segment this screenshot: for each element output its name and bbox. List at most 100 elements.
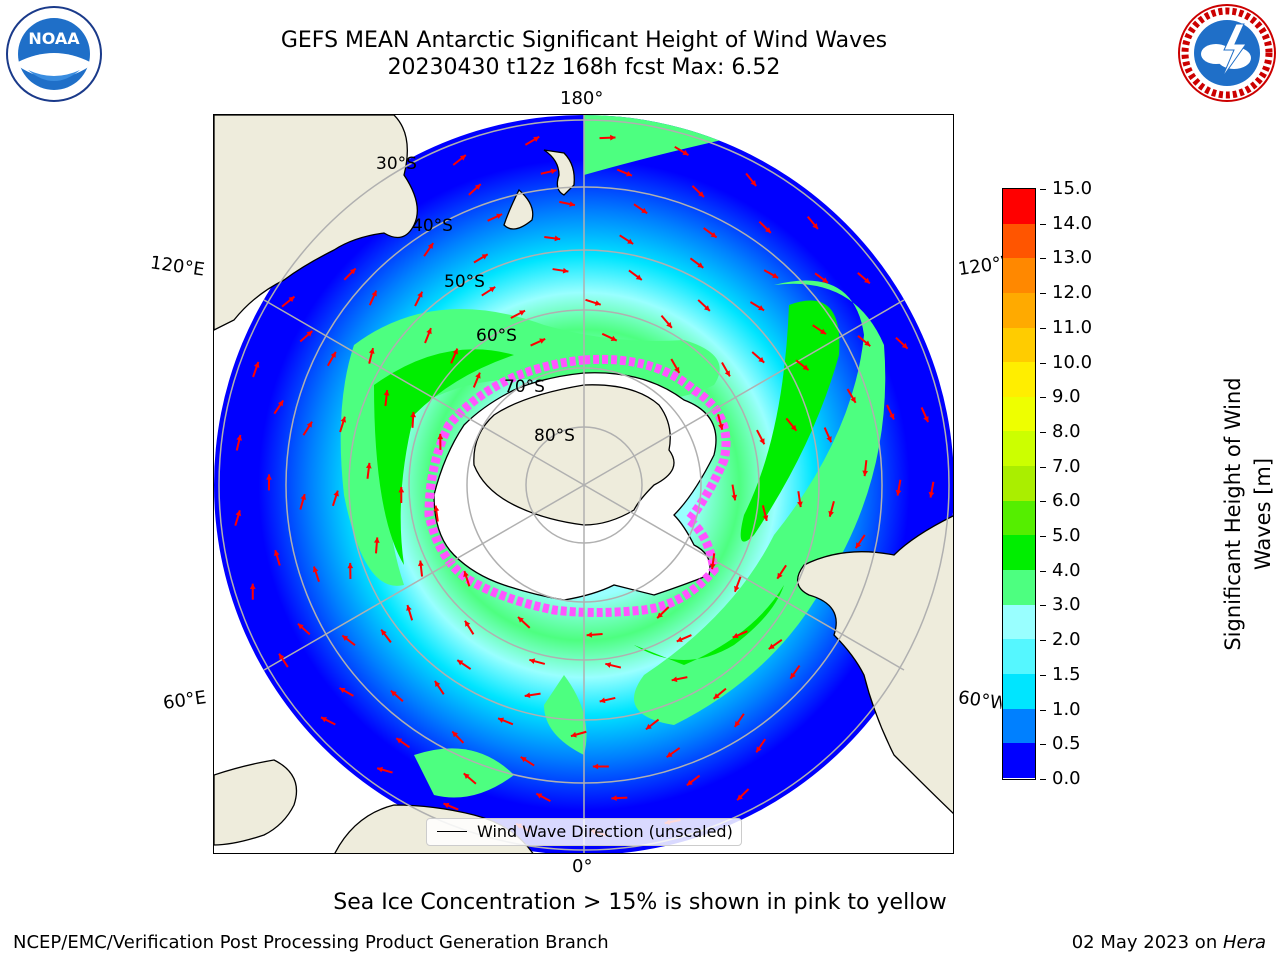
- wave-direction-arrowhead: [410, 411, 417, 418]
- wave-direction-arrowhead: [671, 676, 678, 683]
- colorbar-tick-label: 1.5: [1052, 663, 1081, 685]
- wave-direction-arrowhead: [452, 731, 458, 738]
- wave-direction-arrowhead: [312, 566, 319, 573]
- wave-direction-arrowhead: [666, 751, 673, 758]
- wave-direction-arrowhead: [396, 738, 403, 744]
- wave-direction-arrowhead: [828, 510, 834, 517]
- wave-direction-arrowhead: [750, 180, 757, 187]
- chart-title-line1: GEFS MEAN Antarctic Significant Height o…: [280, 28, 888, 53]
- wave-direction-arrowhead: [518, 616, 524, 623]
- wind-wave-arrows: [234, 134, 935, 837]
- wave-direction-arrowhead: [686, 779, 693, 786]
- wave-direction-arrowhead: [889, 413, 895, 420]
- wave-direction-arrowhead: [520, 756, 527, 763]
- colorbar-tick-label: 12.0: [1052, 282, 1093, 304]
- wave-direction-arrowhead: [864, 340, 871, 347]
- wave-direction-arrowhead: [772, 272, 779, 278]
- lat-label-60: 60°S: [476, 326, 517, 346]
- colorbar-segment: [1003, 570, 1035, 605]
- colorbar-tick: [1040, 536, 1046, 538]
- wave-direction-arrowhead: [641, 207, 648, 214]
- wave-direction-arrowhead: [463, 571, 469, 578]
- wave-direction-arrowhead: [599, 697, 606, 704]
- wave-direction-arrowhead: [731, 494, 738, 501]
- legend-line-icon: [437, 831, 467, 832]
- lat-labels: 30°S 40°S 50°S 60°S 70°S 80°S: [376, 154, 575, 446]
- colorbar-tick: [1040, 744, 1046, 746]
- wave-direction-arrowhead: [666, 321, 672, 328]
- wave-direction-arrowhead: [383, 390, 390, 396]
- wave-direction-arrowhead: [802, 364, 809, 371]
- lat-label-70: 70°S: [504, 377, 545, 397]
- wave-direction-arrowhead: [235, 510, 242, 517]
- colorbar-segment: [1003, 535, 1035, 571]
- wave-direction-arrowhead: [340, 416, 347, 423]
- colorbar-tick-label: 13.0: [1052, 247, 1093, 269]
- wave-direction-arrowhead: [710, 232, 717, 238]
- footer-date-text: 02 May 2023 on: [1071, 932, 1223, 953]
- wave-direction-arrowhead: [737, 794, 743, 801]
- colorbar-tick-label: 10.0: [1052, 351, 1093, 373]
- wave-direction-arrowhead: [288, 296, 295, 303]
- colorbar-tick: [1040, 327, 1046, 329]
- wave-direction-arrowhead: [475, 372, 481, 379]
- wave-direction-arrowhead: [536, 793, 543, 799]
- wave-direction-arrowhead: [611, 795, 617, 802]
- colorbar-segment: [1003, 604, 1035, 640]
- wave-direction-arrowhead: [554, 235, 561, 242]
- noaa-logo-text: NOAA: [28, 29, 80, 48]
- wave-direction-arrowhead: [529, 658, 536, 664]
- wave-direction-arrowhead: [610, 335, 617, 341]
- wave-direction-arrowhead: [306, 421, 313, 428]
- colorbar-segment: [1003, 639, 1035, 674]
- wave-direction-arrowhead: [718, 423, 724, 430]
- wave-direction-arrowhead: [474, 184, 481, 190]
- footer-date: 02 May 2023 on Hera: [1072, 932, 1266, 953]
- wave-direction-arrowhead: [373, 537, 380, 543]
- colorbar-segment: [1003, 708, 1035, 744]
- wave-direction-arrowhead: [481, 254, 488, 260]
- wave-direction-arrowhead: [855, 542, 862, 549]
- footer-host: Hera: [1222, 932, 1266, 953]
- wave-direction-arrowhead: [605, 662, 612, 668]
- wave-direction-arrowhead: [895, 489, 902, 496]
- wave-direction-arrowhead: [406, 605, 412, 611]
- colorbar-tick-label: 2.0: [1052, 629, 1081, 651]
- wave-direction-arrowhead: [826, 436, 832, 443]
- wave-direction-arrowhead: [459, 155, 466, 161]
- wave-direction-arrowhead: [586, 631, 593, 638]
- colorbar-title-line1: Significant Height of Wind: [1221, 377, 1245, 651]
- lon-label-120e: 120°E: [148, 252, 206, 281]
- colorbar-segment: [1003, 223, 1035, 259]
- wave-direction-arrowhead: [759, 438, 765, 445]
- colorbar-tick: [1040, 397, 1046, 399]
- colorbar-tick-label: 5.0: [1052, 525, 1081, 547]
- wave-direction-arrowhead: [418, 560, 424, 567]
- wave-direction-arrowhead: [676, 636, 683, 642]
- wave-direction-arrowhead: [765, 227, 771, 233]
- wave-direction-arrowhead: [713, 693, 720, 699]
- wave-direction-arrowhead: [928, 491, 935, 498]
- wave-direction-arrowhead: [822, 277, 828, 283]
- wave-direction-arrowhead: [592, 763, 599, 770]
- wave-direction-arrowhead: [698, 191, 704, 197]
- wave-direction-arrowhead: [381, 629, 387, 636]
- colorbar-tick-label: 4.0: [1052, 559, 1081, 581]
- wave-direction-arrowhead: [820, 328, 827, 335]
- wave-direction-arrowhead: [627, 238, 634, 244]
- wave-direction-arrowhead: [519, 310, 526, 316]
- legend-label: Wind Wave Direction (unscaled): [477, 822, 733, 841]
- colorbar-segment: [1003, 673, 1035, 709]
- colorbar-tick-label: 11.0: [1052, 316, 1093, 338]
- wave-direction-arrowhead: [333, 490, 339, 497]
- wave-direction-arrowhead: [368, 348, 375, 354]
- colorbar-tick: [1040, 466, 1046, 468]
- wave-direction-arrowhead: [452, 348, 458, 355]
- sea-ice-edge: [424, 354, 731, 617]
- wave-direction-arrowhead: [734, 585, 740, 592]
- wave-direction-arrowhead: [635, 274, 642, 280]
- colorbar-tick: [1040, 605, 1046, 607]
- colorbar-segment: [1003, 396, 1035, 432]
- colorbar-title-line2: Waves [m]: [1251, 457, 1275, 571]
- wave-direction-arrowhead: [434, 680, 441, 687]
